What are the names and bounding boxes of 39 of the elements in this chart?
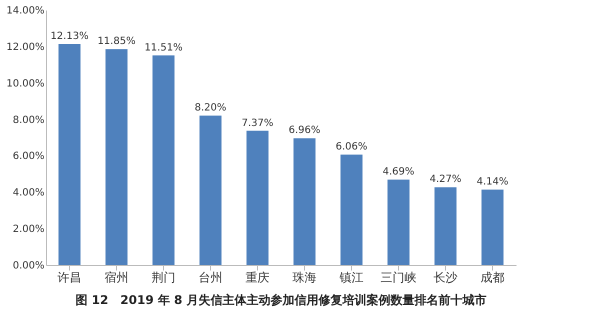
x-tick-label: 长沙 bbox=[434, 270, 458, 284]
y-tick-label: 0.00% bbox=[12, 260, 44, 272]
data-label: 4.14% bbox=[476, 176, 508, 188]
data-label: 11.85% bbox=[97, 36, 136, 48]
data-label: 6.06% bbox=[336, 142, 368, 153]
bar bbox=[246, 130, 268, 265]
bar bbox=[434, 187, 456, 265]
x-tick-label: 台州 bbox=[198, 270, 222, 284]
y-tick-label: 6.00% bbox=[12, 151, 44, 162]
x-tick-label: 三门峡 bbox=[380, 270, 416, 284]
data-label: 11.51% bbox=[144, 42, 183, 54]
x-tick-label: 镇江 bbox=[338, 270, 364, 284]
bar bbox=[106, 49, 128, 265]
bar bbox=[482, 190, 504, 265]
bar bbox=[294, 138, 316, 265]
x-tick-label: 珠海 bbox=[292, 270, 316, 284]
y-tick-label: 14.00% bbox=[6, 6, 44, 16]
x-tick-label: 成都 bbox=[480, 270, 504, 284]
x-tick-label: 宿州 bbox=[104, 270, 128, 284]
data-label: 7.37% bbox=[242, 118, 274, 129]
y-tick-label: 10.00% bbox=[6, 78, 44, 90]
bar bbox=[58, 44, 80, 265]
bar bbox=[200, 116, 222, 265]
data-label: 4.69% bbox=[382, 166, 414, 178]
y-tick-label: 4.00% bbox=[12, 188, 44, 199]
y-tick-label: 12.00% bbox=[6, 42, 44, 53]
data-label: 12.13% bbox=[50, 31, 89, 42]
bar bbox=[152, 55, 174, 265]
bar bbox=[388, 180, 410, 265]
y-tick-label: 2.00% bbox=[12, 224, 44, 236]
data-label: 8.20% bbox=[194, 102, 226, 114]
bar bbox=[340, 154, 362, 265]
y-tick-label: 8.00% bbox=[12, 114, 44, 126]
x-tick-label: 荆门 bbox=[152, 270, 176, 284]
data-label: 6.96% bbox=[288, 125, 320, 136]
text: 图 12 2019 年 8 月失信主体主动参加信用修复培训案例数量排名前十城市 bbox=[75, 293, 487, 307]
data-label: 4.27% bbox=[430, 174, 462, 186]
x-tick-label: 许昌 bbox=[58, 270, 82, 284]
x-tick-label: 重庆 bbox=[246, 270, 270, 284]
